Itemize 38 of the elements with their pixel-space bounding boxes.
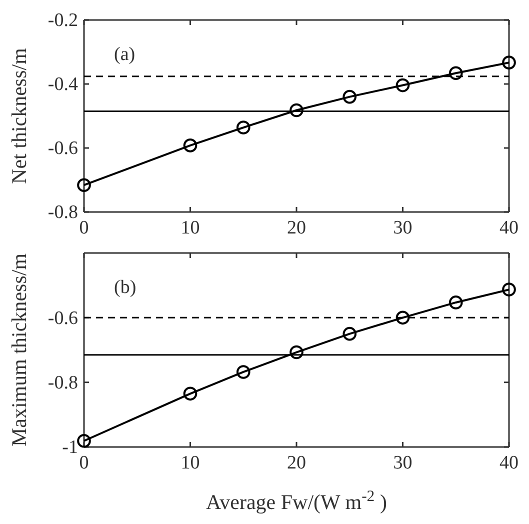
point <box>77 178 91 192</box>
point <box>290 345 304 360</box>
y-tick-label: -0.6 <box>48 138 78 160</box>
x-tick-label: 0 <box>79 217 89 238</box>
point <box>448 66 463 80</box>
x-tick-label: 40 <box>500 217 518 238</box>
point <box>183 386 198 401</box>
y-tick-label: -0.6 <box>48 308 78 329</box>
y-tick-label: -0.8 <box>48 202 78 224</box>
point <box>290 103 304 118</box>
point <box>77 434 91 448</box>
x-tick-label: 30 <box>393 452 412 474</box>
point <box>448 296 463 310</box>
x-tick-label: 10 <box>180 217 200 238</box>
annotation: (b) <box>114 277 136 298</box>
x-tick-label: 20 <box>287 452 306 474</box>
point <box>236 120 250 134</box>
x-tick-label: 20 <box>287 217 306 238</box>
point <box>502 56 516 70</box>
y-tick-label: -0.2 <box>48 10 78 32</box>
y-axis-title: Net thickness/m <box>7 48 31 184</box>
x-tick-label: 0 <box>79 452 89 474</box>
point <box>236 365 250 379</box>
y-axis-title: Maximum thickness/m <box>7 253 31 447</box>
point <box>502 282 516 296</box>
annotation: (a) <box>114 44 136 65</box>
point <box>183 138 198 152</box>
point <box>342 90 357 104</box>
y-tick-label: -0.4 <box>48 74 78 96</box>
point <box>396 310 410 325</box>
x-tick-label: 30 <box>393 217 412 238</box>
y-tick-label: -0.8 <box>48 372 78 394</box>
y-tick-label: -1 <box>62 437 78 458</box>
point <box>342 326 357 341</box>
x-tick-label: 10 <box>180 452 200 474</box>
x-tick-label: 40 <box>500 452 518 474</box>
x-axis-title: Average Fw/(W m$^{-2}$ ) <box>206 488 387 514</box>
point <box>396 78 410 92</box>
